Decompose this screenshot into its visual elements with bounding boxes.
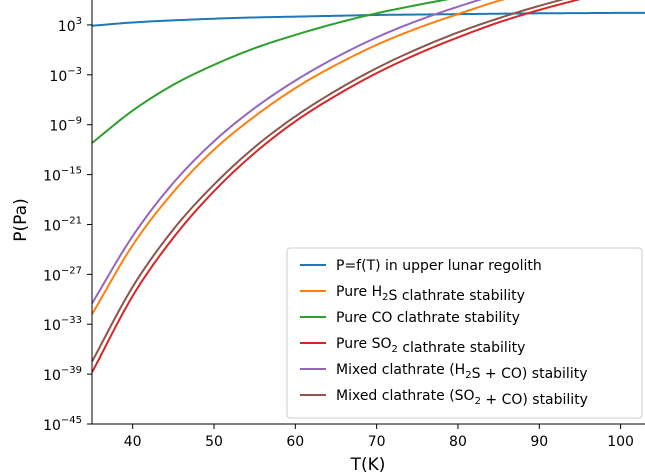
x-tick-label: 70 <box>368 434 386 450</box>
y-tick-label: 10−39 <box>43 365 82 384</box>
legend-entry: Pure H2S clathrate stability <box>336 284 525 304</box>
y-tick-label: 10−21 <box>43 215 82 234</box>
series-line-2 <box>92 0 506 315</box>
y-tick-label: 10−33 <box>43 315 82 334</box>
x-tick-label: 40 <box>124 434 142 450</box>
x-tick-label: 100 <box>607 434 634 450</box>
series-line-3 <box>92 0 450 144</box>
series-layer <box>92 0 645 373</box>
y-tick-label: 10−15 <box>43 166 82 185</box>
axes-layer <box>91 0 645 425</box>
legend-entry: Mixed clathrate (H2S + CO) stability <box>336 362 587 382</box>
y-tick-label: 103 <box>58 16 82 35</box>
series-line-4 <box>92 0 581 373</box>
y-tick-label: 10−45 <box>43 415 82 434</box>
legend-entry: Pure SO2 clathrate stability <box>336 336 525 356</box>
legend-entry: Mixed clathrate (SO2 + CO) stability <box>336 388 588 408</box>
series-line-5 <box>92 0 483 304</box>
series-line-6 <box>92 0 565 363</box>
y-axis-label: P(Pa) <box>11 198 31 241</box>
x-axis-label: T(K) <box>350 455 386 474</box>
x-tick-label: 80 <box>449 434 467 450</box>
legend-box <box>286 247 643 419</box>
legend-entry: P=f(T) in upper lunar regolith <box>336 258 542 274</box>
legend-entry: Pure CO clathrate stability <box>336 310 520 326</box>
x-tick-label: 90 <box>530 434 548 450</box>
legend: P=f(T) in upper lunar regolith Pure H2S c… <box>286 247 643 419</box>
x-tick-label: 60 <box>286 434 304 450</box>
y-tick-label: 10−9 <box>49 116 82 135</box>
x-tick-label: 50 <box>205 434 223 450</box>
y-tick-label: 10−27 <box>43 265 82 284</box>
y-tick-label: 10−3 <box>49 66 82 85</box>
ticks-layer: 40 50 60 70 80 90 100 103 10−3 10−9 10−15 10−21 10−2… <box>43 16 634 450</box>
